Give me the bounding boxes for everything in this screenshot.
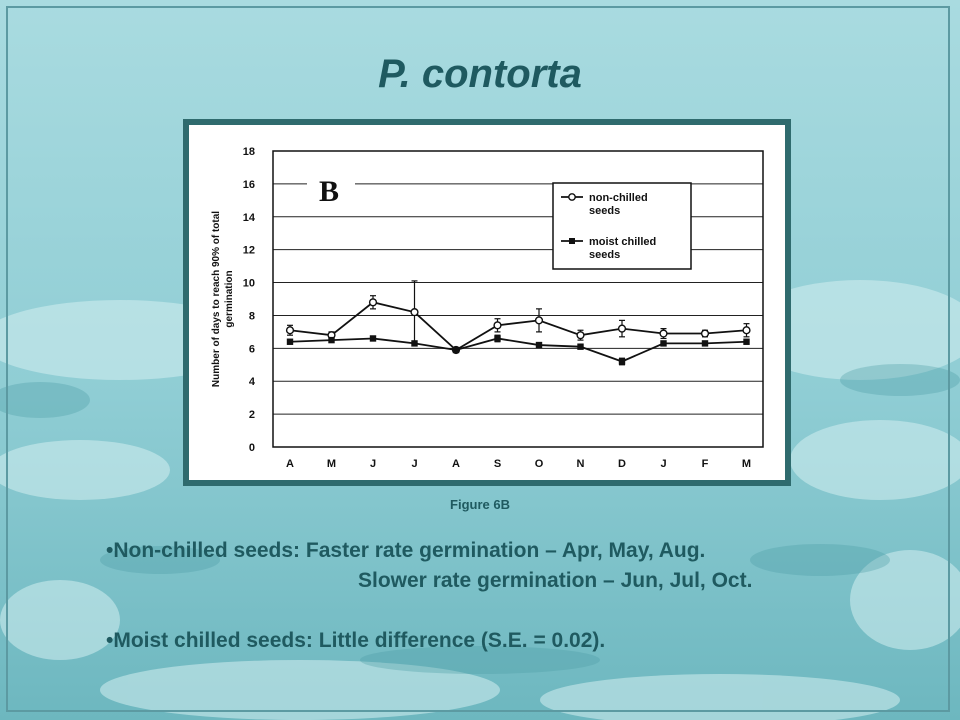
data-point: [534, 316, 544, 325]
bullet-list: •Non-chilled seeds: Faster rate germinat…: [106, 536, 926, 656]
data-point: [411, 340, 418, 347]
data-point: [494, 335, 501, 342]
x-tick-label: J: [370, 458, 376, 470]
x-tick-label: J: [660, 458, 666, 470]
panel-label-bg: [307, 173, 355, 207]
data-point: [700, 329, 710, 338]
plot-area-frame: [272, 150, 764, 448]
y-tick-label: 8: [249, 310, 255, 322]
x-tick-label: J: [411, 458, 417, 470]
data-point: [410, 308, 419, 317]
panel-label: B: [319, 175, 339, 208]
bullet-1-line-1: •Non-chilled seeds: Faster rate germinat…: [106, 539, 706, 562]
x-tick-label: M: [742, 458, 751, 470]
data-point: [286, 338, 294, 345]
data-point: [617, 324, 627, 333]
y-tick-label: 6: [249, 343, 255, 355]
data-point: [535, 341, 543, 349]
data-point: [576, 331, 585, 340]
y-tick-label: 12: [243, 245, 255, 257]
data-point: [743, 338, 750, 345]
data-point: [660, 340, 667, 347]
y-tick-label: 14: [243, 212, 256, 224]
data-point: [701, 340, 709, 347]
data-point: [328, 336, 335, 344]
y-tick-label: 10: [243, 278, 255, 290]
slide-frame: [6, 6, 950, 712]
line-chart: 0 2 4 6 8 10 12 14 16 18 A M J J A S O N D J F M Number of day…: [211, 146, 764, 470]
bullet-2-line-1: •Moist chilled seeds: Little difference …: [106, 629, 606, 652]
legend-marker: [569, 238, 575, 244]
data-point: [659, 329, 668, 338]
x-tick-label: D: [618, 458, 626, 470]
x-tick-label: O: [535, 458, 544, 470]
legend-label: moist chilled seeds: [589, 236, 656, 261]
bullet-spacer: [106, 596, 926, 626]
y-tick-label: 16: [243, 179, 255, 191]
series-line: [289, 301, 747, 352]
x-tick-label: A: [452, 458, 460, 470]
bullet-1-line-2: Slower rate germination – Jun, Jul, Oct.: [358, 569, 753, 592]
data-point: [742, 326, 751, 335]
data-point: [369, 335, 377, 342]
legend-label: non-chilled seeds: [589, 192, 648, 217]
y-tick-label: 4: [249, 376, 256, 388]
data-point: [368, 298, 378, 307]
y-tick-label: 2: [249, 409, 255, 421]
data-point: [452, 346, 460, 354]
x-tick-label: N: [577, 458, 585, 470]
figure-caption: Figure 6B: [450, 497, 510, 512]
slide-title: P. contorta: [378, 52, 582, 96]
chart-panel: 0 2 4 6 8 10 12 14 16 18 A M J J A S O N D J F M Number of day…: [183, 119, 791, 486]
data-point: [285, 326, 295, 335]
x-tick-label: F: [702, 458, 709, 470]
data-point: [493, 321, 502, 330]
data-point: [618, 358, 626, 365]
x-tick-label: A: [286, 458, 294, 470]
x-tick-label: S: [494, 458, 501, 470]
y-tick-label: 18: [243, 146, 255, 158]
y-tick-label: 0: [249, 442, 255, 454]
y-axis-label: Number of days to reach 90% of total germ…: [211, 211, 235, 387]
x-tick-label: M: [327, 458, 336, 470]
series-line: [289, 337, 747, 363]
legend-marker: [568, 193, 576, 201]
data-point: [577, 343, 584, 350]
